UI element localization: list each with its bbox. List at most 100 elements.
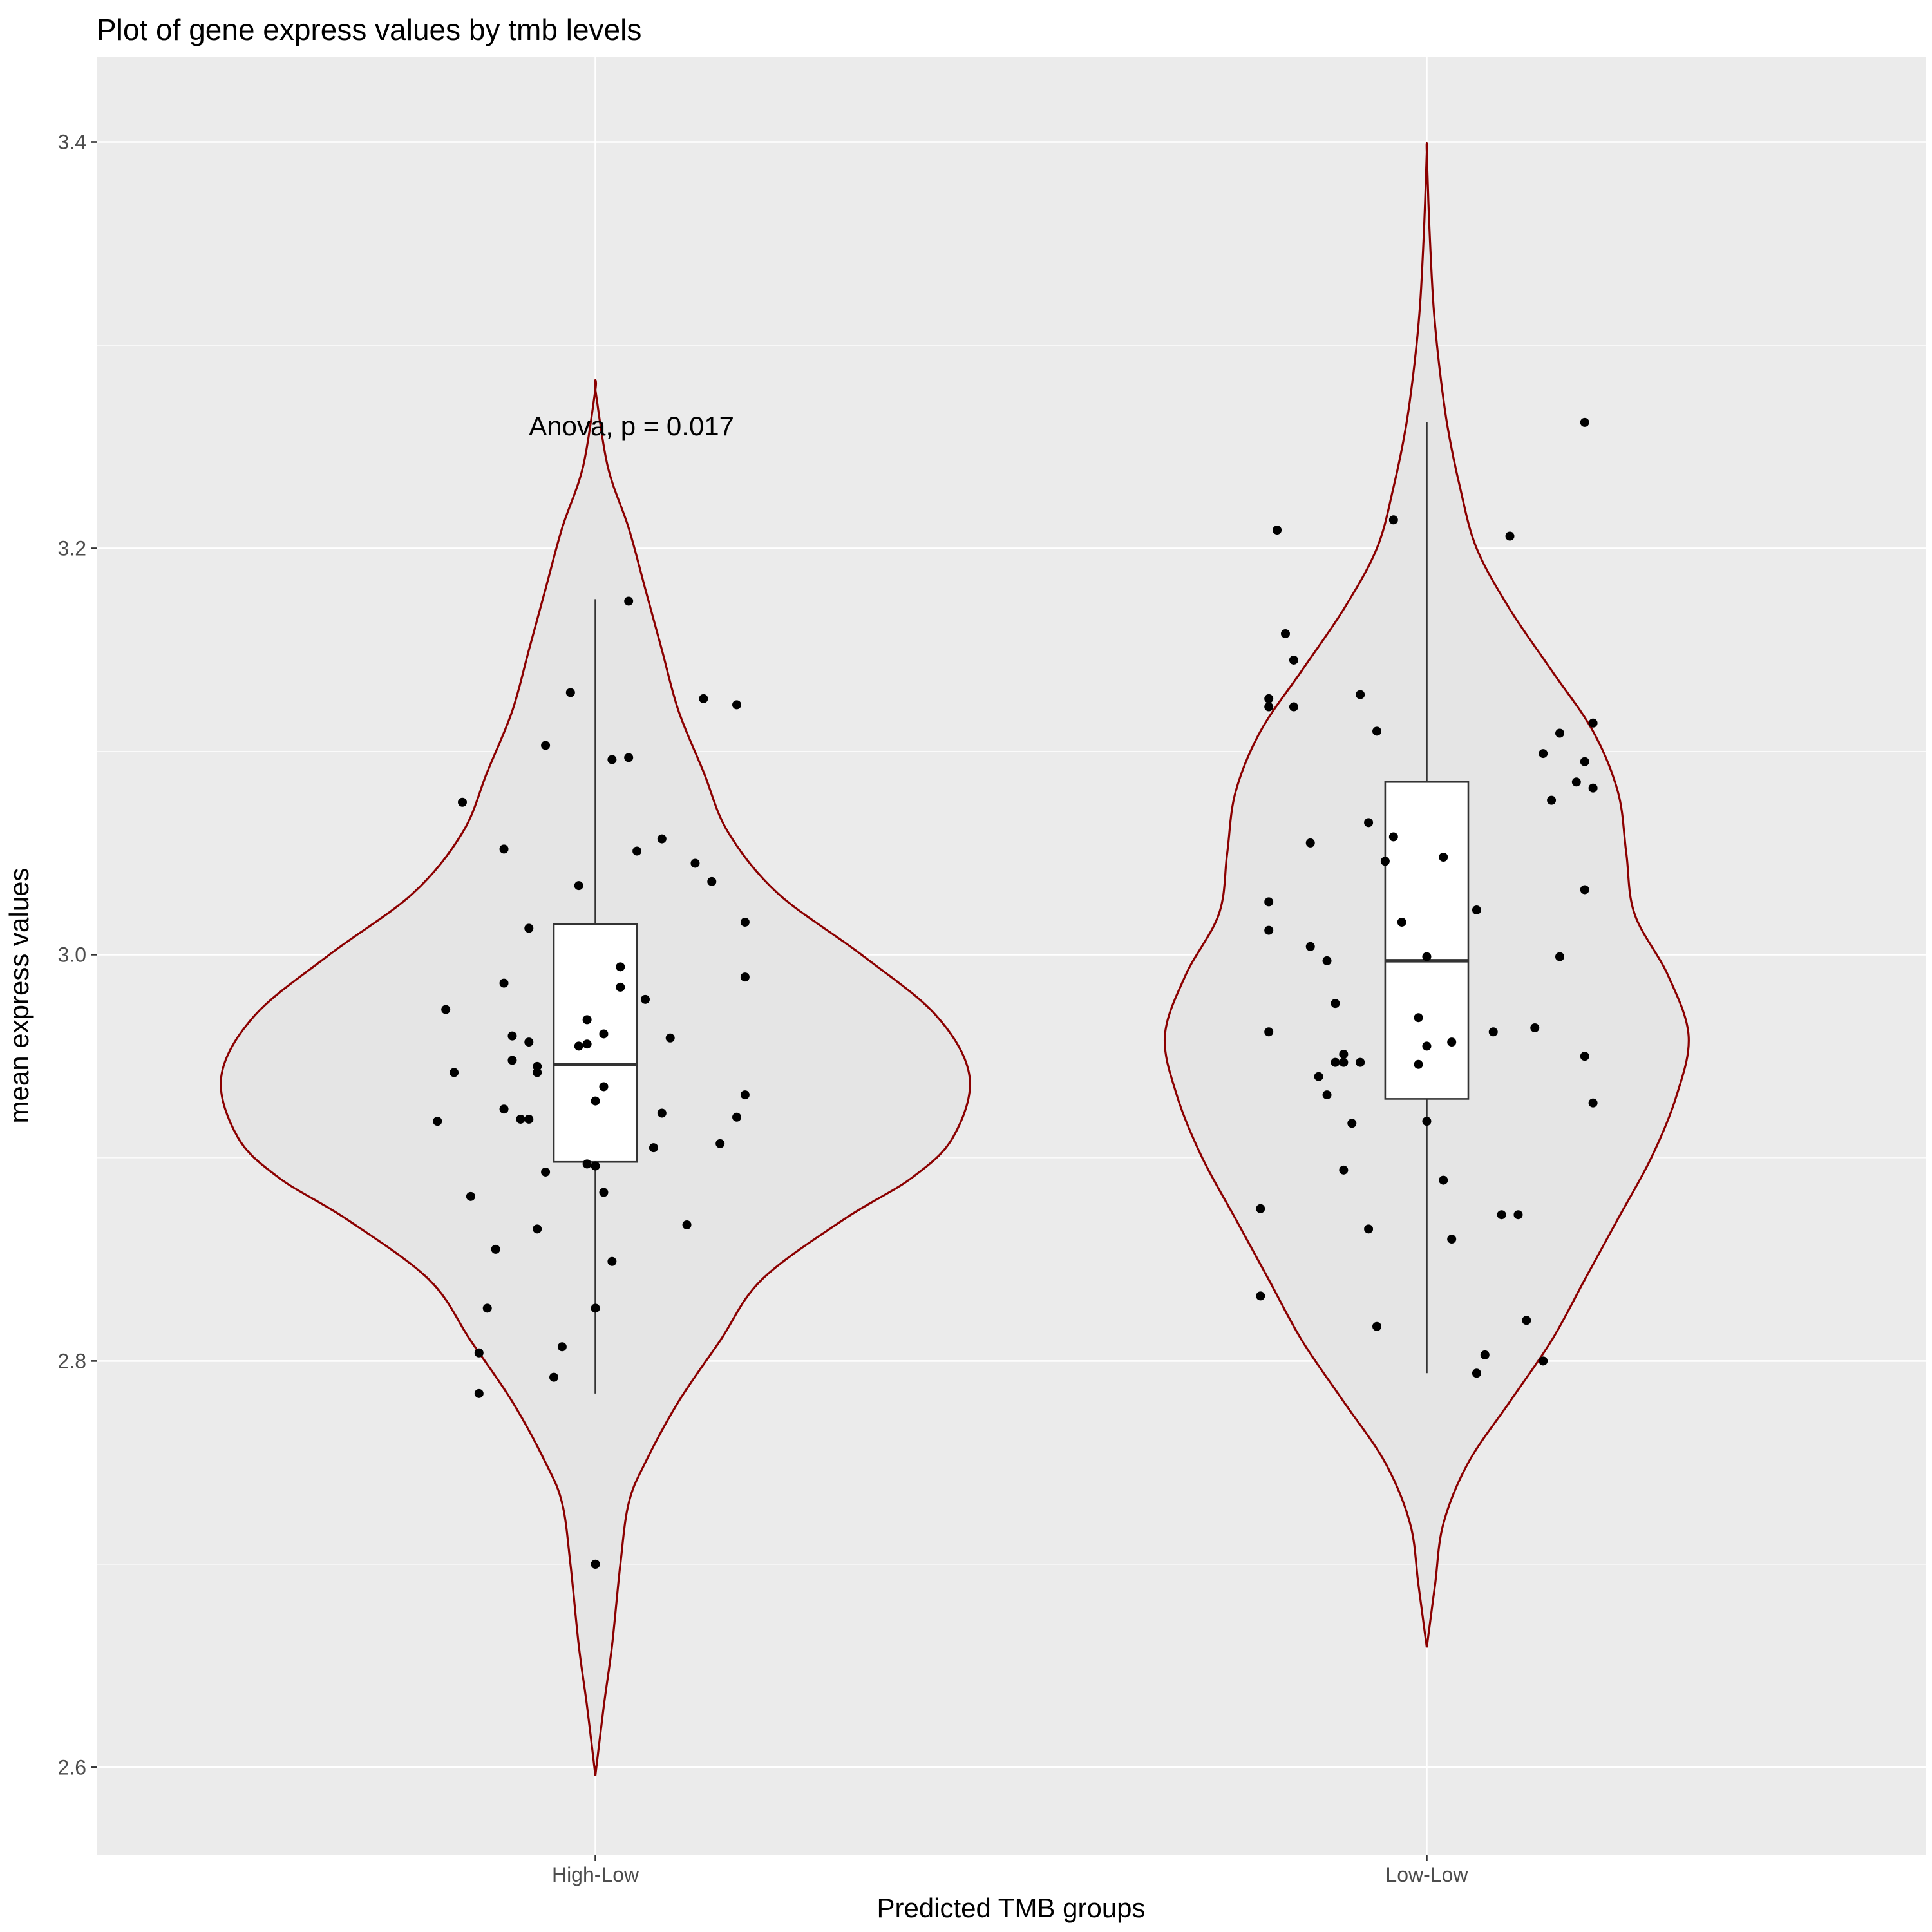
data-point (1422, 1041, 1432, 1051)
data-point (1580, 1052, 1589, 1061)
y-tick-label: 3.2 (58, 536, 86, 560)
data-point (599, 1188, 609, 1197)
data-point (574, 881, 583, 891)
data-point (507, 1031, 517, 1041)
data-point (1314, 1072, 1323, 1081)
data-point (565, 688, 575, 697)
data-point (582, 1159, 592, 1169)
data-point (1480, 1350, 1490, 1359)
data-point (1555, 952, 1564, 961)
data-point (458, 797, 467, 807)
data-point (1331, 999, 1340, 1009)
data-point (1547, 795, 1557, 805)
data-point (1273, 526, 1282, 535)
data-point (1289, 702, 1298, 712)
data-point (607, 1256, 617, 1266)
data-point (1322, 956, 1332, 965)
data-point (499, 1104, 509, 1114)
data-point (632, 846, 642, 856)
data-point (1322, 1090, 1332, 1100)
data-point (1447, 1235, 1457, 1244)
data-point (591, 1559, 600, 1569)
data-point (1256, 1291, 1265, 1301)
jitter-points (433, 417, 1598, 1569)
data-point (657, 834, 667, 844)
data-point (1414, 1059, 1423, 1069)
data-point (1388, 515, 1398, 525)
data-point (1339, 1057, 1349, 1067)
data-point (466, 1191, 475, 1201)
data-point (1497, 1210, 1506, 1220)
data-point (1571, 777, 1581, 787)
data-point (715, 1139, 725, 1148)
data-point (533, 1068, 542, 1077)
data-point (1264, 897, 1274, 907)
data-point (682, 1220, 692, 1230)
data-point (740, 972, 750, 982)
data-point (1439, 1175, 1448, 1185)
data-point (1356, 690, 1365, 699)
data-point (499, 844, 509, 854)
data-point (616, 962, 625, 972)
data-point (1256, 1204, 1265, 1213)
data-point (1388, 832, 1398, 842)
data-point (1522, 1316, 1531, 1325)
data-point (1505, 531, 1515, 541)
data-point (541, 1167, 551, 1177)
data-point (1305, 838, 1315, 848)
data-point (1580, 417, 1589, 427)
data-point (1331, 1057, 1340, 1067)
data-point (582, 1039, 592, 1049)
data-point (1513, 1210, 1523, 1220)
data-point (516, 1114, 526, 1124)
data-point (657, 1108, 667, 1118)
data-point (1397, 917, 1406, 927)
data-point (699, 694, 708, 703)
data-point (1339, 1165, 1349, 1175)
data-point (1339, 1050, 1349, 1059)
y-tick-label: 3.0 (58, 943, 86, 966)
anova-annotation: Anova, p = 0.017 (529, 411, 734, 441)
data-point (1264, 694, 1274, 703)
data-point (507, 1056, 517, 1065)
data-point (1364, 818, 1374, 828)
data-point (591, 1161, 600, 1171)
y-axis: 2.6 2.8 3.0 3.2 3.4 (58, 131, 97, 1779)
data-point (616, 982, 625, 992)
data-point (591, 1303, 600, 1313)
data-point (732, 1112, 741, 1122)
data-point (433, 1117, 442, 1126)
data-point (1488, 1027, 1498, 1037)
data-point (591, 1096, 600, 1106)
x-tick-label: Low-Low (1385, 1863, 1468, 1886)
data-point (582, 1015, 592, 1025)
data-point (524, 1037, 534, 1047)
x-tick-label: High-Low (552, 1863, 639, 1886)
data-point (1472, 1368, 1481, 1378)
data-point (450, 1068, 459, 1077)
data-point (491, 1244, 500, 1254)
box-iqr (1384, 781, 1470, 1100)
data-point (1264, 1027, 1274, 1037)
data-point (474, 1348, 484, 1358)
data-point (1422, 1117, 1432, 1126)
data-point (1439, 852, 1448, 862)
data-point (1472, 905, 1481, 915)
data-point (557, 1342, 567, 1352)
y-axis-title: mean express values (4, 868, 34, 1124)
x-axis-title: Predicted TMB groups (876, 1893, 1145, 1923)
data-point (482, 1303, 492, 1313)
data-point (1588, 718, 1598, 728)
data-point (1347, 1119, 1357, 1128)
y-tick-label: 3.4 (58, 131, 86, 154)
data-point (1372, 1321, 1381, 1331)
data-point (1539, 1356, 1548, 1366)
data-point (665, 1033, 675, 1043)
data-point (474, 1388, 484, 1398)
data-point (541, 741, 551, 750)
data-point (1580, 757, 1589, 766)
data-point (1380, 857, 1390, 866)
data-point (599, 1029, 609, 1039)
data-point (649, 1143, 658, 1153)
data-point (1539, 749, 1548, 759)
